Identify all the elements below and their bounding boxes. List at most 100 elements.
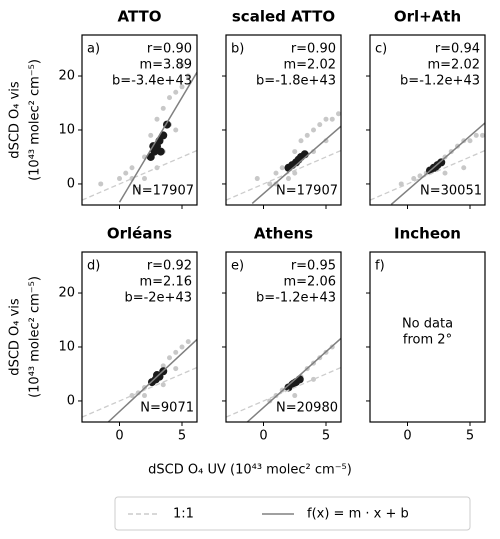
x-axis-label: dSCD O₄ UV (10⁴³ molec² cm⁻⁵): [148, 463, 352, 478]
scatter-point: [298, 138, 304, 144]
scatter-point: [273, 181, 279, 187]
y-tick-label: 20: [58, 286, 75, 301]
statistic: m=2.02: [283, 58, 336, 73]
scatter-point: [467, 138, 473, 144]
legend-label: f(x) = m · x + b: [307, 507, 409, 522]
y-axis-label: dSCD O₄ vis: [8, 298, 23, 376]
statistic: m=2.02: [427, 58, 480, 73]
scatter-point: [437, 158, 446, 167]
scatter-point: [117, 176, 122, 182]
plot-area: [370, 122, 485, 205]
scatter-point: [160, 105, 166, 111]
scatter-point: [179, 344, 185, 350]
scatter-point: [273, 170, 279, 176]
x-tick-label: 5: [466, 429, 474, 444]
scatter-point: [167, 95, 172, 101]
y-tick-label: 10: [58, 122, 75, 137]
panel-label: a): [87, 42, 100, 57]
fit-line: [251, 125, 341, 204]
y-tick-label: 20: [58, 69, 75, 84]
panel-label: e): [231, 259, 244, 274]
x-tick-label: 0: [259, 429, 267, 444]
scatter-point: [142, 176, 147, 182]
y-axis-label: (10⁴³ molec² cm⁻⁵): [28, 276, 43, 398]
statistic: m=3.89: [139, 58, 192, 73]
scatter-point: [129, 165, 135, 171]
fit-line: [107, 338, 197, 422]
scatter-point: [129, 393, 135, 399]
panel-frame: [81, 34, 198, 206]
scatter-point: [292, 149, 298, 155]
scatter-point: [442, 170, 448, 176]
scatter-point: [254, 176, 260, 182]
y-axis-label: (10⁴³ molec² cm⁻⁵): [28, 59, 43, 181]
scatter-point: [173, 349, 179, 355]
statistic: r=0.92: [147, 259, 192, 274]
scatter-point: [123, 170, 129, 176]
panel-frame: [369, 34, 486, 206]
scatter-point: [148, 132, 154, 138]
statistic: b=-3.4e+43: [112, 74, 192, 89]
statistic: r=0.94: [435, 42, 480, 57]
statistic: r=0.95: [291, 259, 336, 274]
scatter-point: [160, 382, 166, 388]
panel-frame: [225, 251, 342, 423]
y-tick-label: 0: [67, 393, 75, 408]
scatter-point: [167, 355, 172, 361]
panel-title: Orl+Ath: [394, 8, 461, 26]
statistic: r=0.90: [291, 42, 336, 57]
scatter-point: [173, 127, 179, 133]
sample-count: N=17907: [132, 184, 194, 199]
scatter-point: [317, 122, 323, 128]
scatter-point: [179, 84, 185, 90]
scatter-point: [173, 89, 179, 95]
statistic: b=-1.2e+43: [256, 291, 336, 306]
scatter-point: [153, 371, 161, 380]
scatter-point: [173, 366, 179, 372]
x-tick-label: 5: [322, 429, 330, 444]
scatter-point: [185, 73, 191, 79]
fit-line: [390, 122, 485, 205]
scatter-point: [336, 111, 341, 117]
panel-frame: [81, 251, 198, 423]
scatter-point: [286, 176, 291, 182]
scatter-point: [311, 127, 316, 133]
statistic: m=2.16: [139, 275, 192, 290]
panel-label: d): [87, 259, 100, 274]
scatter-point: [461, 165, 467, 171]
scatter-point: [154, 116, 160, 122]
one-to-one-line: [226, 366, 341, 418]
panel-label: f): [375, 259, 385, 274]
plot-area: [226, 337, 341, 422]
scatter-point: [135, 390, 141, 396]
plot-area: [82, 62, 197, 203]
panel-frame: [225, 34, 342, 206]
one-to-one-line: [82, 366, 197, 418]
scatter-point: [292, 393, 298, 399]
scatter-point: [417, 173, 423, 179]
annotation: from 2°: [403, 333, 452, 348]
scatter-point: [431, 163, 439, 172]
one-to-one-line: [82, 149, 197, 201]
panel-title: Orléans: [107, 225, 172, 243]
scatter-point: [142, 393, 147, 399]
plot-area: [226, 111, 341, 204]
scatter-point: [185, 339, 191, 345]
panel-label: b): [231, 42, 244, 57]
x-tick-label: 0: [403, 429, 411, 444]
statistic: m=2.06: [283, 275, 336, 290]
panel-frame: [369, 251, 486, 423]
annotation: No data: [402, 317, 453, 332]
scatter-point: [311, 376, 316, 382]
statistic: r=0.90: [147, 42, 192, 57]
scatter-point: [98, 181, 104, 187]
x-tick-label: 0: [115, 429, 123, 444]
scatter-point: [398, 181, 404, 187]
x-tick-label: 5: [178, 429, 186, 444]
y-axis-label: dSCD O₄ vis: [8, 81, 23, 159]
plot-area: [82, 338, 197, 422]
panel-label: c): [375, 42, 387, 57]
statistic: b=-1.8e+43: [256, 74, 336, 89]
scatter-point: [179, 62, 185, 68]
